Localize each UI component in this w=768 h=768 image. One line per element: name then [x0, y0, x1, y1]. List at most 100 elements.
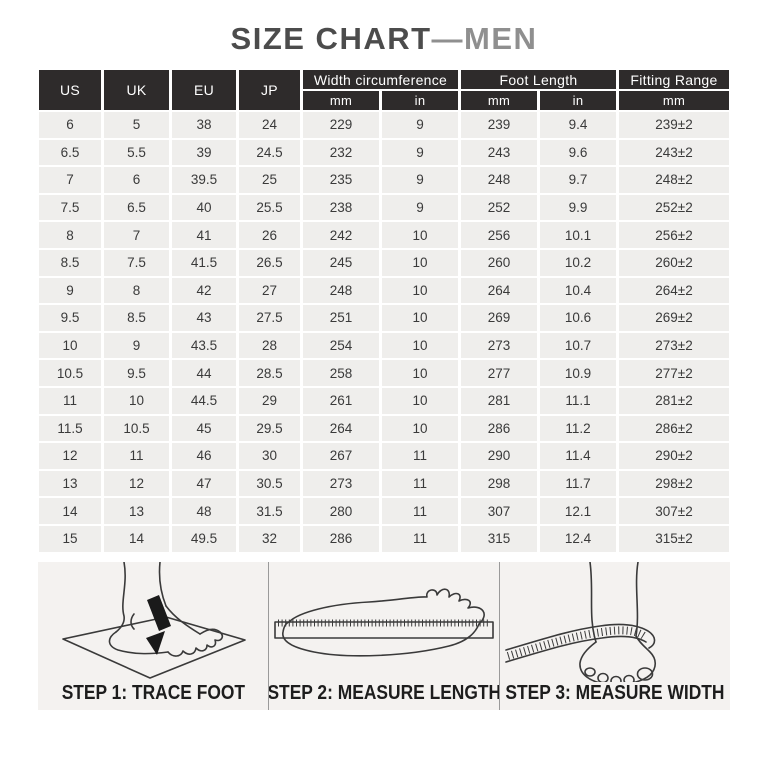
table-cell: 11.2 [540, 415, 616, 442]
table-cell: 9 [103, 332, 169, 359]
table-cell: 30 [238, 443, 300, 469]
table-cell: 286 [302, 525, 379, 552]
step-panel-trace-foot: STEP 1: TRACE FOOT [38, 561, 268, 710]
table-row: 13 12 47 30.5 273 11 298 11.7 298±2 [38, 470, 729, 497]
table-cell: 6 [38, 112, 101, 138]
table-cell: 39 [171, 139, 236, 166]
table-cell: 10.1 [540, 222, 616, 248]
table-cell: 27.5 [238, 305, 300, 331]
table-cell: 10.9 [540, 360, 616, 386]
table-cell: 9.6 [540, 139, 616, 166]
table-cell: 7.5 [103, 249, 169, 276]
table-cell: 286 [461, 415, 537, 442]
table-cell: 14 [38, 498, 101, 524]
table-cell: 12 [38, 443, 101, 469]
subheader-length-mm: mm [461, 91, 537, 110]
column-header-us: US [38, 70, 101, 110]
table-cell: 32 [238, 525, 300, 552]
table-cell: 251 [302, 305, 379, 331]
table-cell: 44 [171, 360, 236, 386]
table-cell: 290 [461, 443, 537, 469]
table-cell: 242 [302, 222, 379, 248]
table-cell: 30.5 [238, 470, 300, 497]
column-group-fitting-range: Fitting Range [619, 70, 729, 89]
table-cell: 9 [38, 277, 101, 304]
table-cell: 10 [381, 415, 458, 442]
table-cell: 290±2 [619, 443, 729, 469]
table-row: 7.5 6.5 40 25.5 238 9 252 9.9 252±2 [38, 194, 729, 221]
table-cell: 11.7 [540, 470, 616, 497]
table-cell: 273±2 [619, 332, 729, 359]
table-row: 14 13 48 31.5 280 11 307 12.1 307±2 [38, 498, 729, 524]
table-cell: 31.5 [238, 498, 300, 524]
table-cell: 264 [461, 277, 537, 304]
table-row: 8.5 7.5 41.5 26.5 245 10 260 10.2 260±2 [38, 249, 729, 276]
table-cell: 11 [381, 525, 458, 552]
table-cell: 248 [302, 277, 379, 304]
table-cell: 8.5 [38, 249, 101, 276]
table-cell: 10.2 [540, 249, 616, 276]
table-cell: 252 [461, 194, 537, 221]
table-cell: 41 [171, 222, 236, 248]
subheader-length-in: in [540, 91, 616, 110]
table-cell: 258 [302, 360, 379, 386]
table-cell: 10.6 [540, 305, 616, 331]
table-cell: 29 [238, 387, 300, 414]
table-cell: 10 [381, 360, 458, 386]
table-cell: 232 [302, 139, 379, 166]
table-cell: 277 [461, 360, 537, 386]
subheader-range-mm: mm [619, 91, 729, 110]
table-cell: 6.5 [38, 139, 101, 166]
table-cell: 277±2 [619, 360, 729, 386]
subheader-width-mm: mm [302, 91, 379, 110]
table-cell: 298 [461, 470, 537, 497]
column-header-eu: EU [171, 70, 236, 110]
table-cell: 10 [381, 249, 458, 276]
table-cell: 27 [238, 277, 300, 304]
table-cell: 26 [238, 222, 300, 248]
table-cell: 24 [238, 112, 300, 138]
measurement-steps: STEP 1: TRACE FOOT STEP 2: MEASURE LENGT… [38, 561, 730, 710]
table-cell: 13 [103, 498, 169, 524]
page-title-accent: —MEN [431, 21, 538, 56]
table-cell: 307±2 [619, 498, 729, 524]
table-cell: 8 [103, 277, 169, 304]
table-cell: 40 [171, 194, 236, 221]
table-cell: 245 [302, 249, 379, 276]
table-cell: 298±2 [619, 470, 729, 497]
size-table-body: 6 5 38 24 229 9 239 9.4 239±2 6.5 5.5 39 24.5 232 9 243… [38, 112, 729, 552]
table-cell: 28 [238, 332, 300, 359]
table-cell: 9 [381, 112, 458, 138]
table-row: 10.5 9.5 44 28.5 258 10 277 10.9 277±2 [38, 360, 729, 386]
table-cell: 248 [461, 167, 537, 193]
step-panel-measure-length: STEP 2: MEASURE LENGTH [268, 561, 499, 710]
table-cell: 25 [238, 167, 300, 193]
table-cell: 243±2 [619, 139, 729, 166]
table-cell: 315 [461, 525, 537, 552]
table-cell: 11 [381, 498, 458, 524]
table-cell: 10.5 [103, 415, 169, 442]
table-cell: 7 [38, 167, 101, 193]
table-cell: 260±2 [619, 249, 729, 276]
table-row: 7 6 39.5 25 235 9 248 9.7 248±2 [38, 167, 729, 193]
table-cell: 264±2 [619, 277, 729, 304]
table-cell: 11.1 [540, 387, 616, 414]
table-cell: 5 [103, 112, 169, 138]
table-cell: 267 [302, 443, 379, 469]
table-cell: 6 [103, 167, 169, 193]
table-cell: 13 [38, 470, 101, 497]
table-cell: 12 [103, 470, 169, 497]
table-cell: 48 [171, 498, 236, 524]
table-cell: 26.5 [238, 249, 300, 276]
table-cell: 15 [38, 525, 101, 552]
table-cell: 46 [171, 443, 236, 469]
table-cell: 38 [171, 112, 236, 138]
table-cell: 256 [461, 222, 537, 248]
table-cell: 29.5 [238, 415, 300, 442]
table-cell: 9.9 [540, 194, 616, 221]
table-cell: 10 [381, 305, 458, 331]
size-table: US UK EU JP Width circumference Foot Len… [36, 68, 732, 554]
table-row: 11 10 44.5 29 261 10 281 11.1 281±2 [38, 387, 729, 414]
table-cell: 6.5 [103, 194, 169, 221]
